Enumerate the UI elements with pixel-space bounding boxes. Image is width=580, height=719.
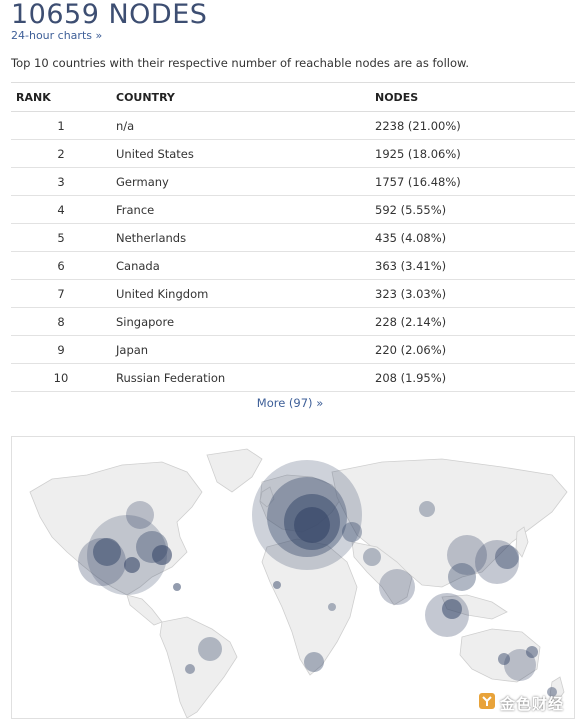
- country-cell: Japan: [116, 335, 375, 364]
- node-bubble: [87, 515, 167, 595]
- more-link[interactable]: More (97) »: [256, 396, 324, 410]
- node-bubble: [495, 545, 519, 569]
- node-bubble: [342, 522, 362, 542]
- node-bubble: [126, 501, 154, 529]
- country-cell: n/a: [116, 111, 375, 140]
- node-bubble: [93, 538, 121, 566]
- node-bubble: [198, 637, 222, 661]
- nodes-cell: 592 (5.55%): [375, 195, 575, 224]
- node-bubble: [526, 646, 538, 658]
- nodes-table: RANK COUNTRY NODES 1 n/a 2238 (21.00%) 2…: [11, 82, 575, 392]
- country-cell: Netherlands: [116, 223, 375, 252]
- country-cell: Singapore: [116, 307, 375, 336]
- node-bubble: [547, 687, 557, 697]
- rank-cell: 7: [57, 286, 65, 301]
- node-bubble: [448, 563, 476, 591]
- watermark: 金色财经: [478, 692, 568, 714]
- country-cell: United Kingdom: [116, 279, 375, 308]
- node-bubble: [294, 507, 330, 543]
- rank-cell: 1: [57, 118, 65, 133]
- rank-cell: 3: [57, 174, 65, 189]
- table-row: 3 Germany 1757 (16.48%): [11, 167, 575, 196]
- rank-cell: 6: [57, 258, 65, 273]
- rank-cell: 10: [53, 370, 69, 385]
- node-bubble: [328, 603, 336, 611]
- node-bubble: [475, 540, 519, 584]
- country-cell: France: [116, 195, 375, 224]
- table-row: 6 Canada 363 (3.41%): [11, 251, 575, 280]
- node-bubble: [273, 581, 281, 589]
- world-node-map: 金色财经: [11, 436, 575, 719]
- world-map-svg: [29, 448, 568, 718]
- nodes-cell: 363 (3.41%): [375, 251, 575, 280]
- rank-cell: 8: [57, 314, 65, 329]
- table-row: 4 France 592 (5.55%): [11, 195, 575, 224]
- nodes-header: NODES: [375, 82, 575, 112]
- nodes-cell: 435 (4.08%): [375, 223, 575, 252]
- nodes-cell: 1925 (18.06%): [375, 139, 575, 168]
- nodes-cell: 1757 (16.48%): [375, 167, 575, 196]
- rank-header: RANK: [11, 82, 116, 112]
- nodes-cell: 220 (2.06%): [375, 335, 575, 364]
- table-row: 5 Netherlands 435 (4.08%): [11, 223, 575, 252]
- nodes-cell: 323 (3.03%): [375, 279, 575, 308]
- node-bubble: [185, 664, 195, 674]
- country-cell: United States: [116, 139, 375, 168]
- node-bubble: [124, 557, 140, 573]
- nodes-cell: 228 (2.14%): [375, 307, 575, 336]
- jinse-logo-icon: [479, 693, 495, 709]
- page-title: 10659 NODES: [11, 0, 208, 30]
- charts-link[interactable]: 24-hour charts »: [11, 29, 103, 42]
- node-bubble: [173, 583, 181, 591]
- node-bubble: [498, 653, 510, 665]
- table-row: 9 Japan 220 (2.06%): [11, 335, 575, 364]
- node-bubble: [419, 501, 435, 517]
- node-bubble: [363, 548, 381, 566]
- node-bubbles: [78, 460, 557, 697]
- node-bubble: [504, 649, 536, 681]
- rank-cell: 5: [57, 230, 65, 245]
- table-row: 2 United States 1925 (18.06%): [11, 139, 575, 168]
- table-header-row: RANK COUNTRY NODES: [11, 82, 575, 112]
- country-cell: Canada: [116, 251, 375, 280]
- country-header: COUNTRY: [116, 82, 375, 112]
- intro-text: Top 10 countries with their respective n…: [11, 56, 469, 70]
- rank-cell: 9: [57, 342, 65, 357]
- node-bubble: [304, 652, 324, 672]
- node-bubble: [442, 599, 462, 619]
- table-row: 1 n/a 2238 (21.00%): [11, 111, 575, 140]
- table-row: 8 Singapore 228 (2.14%): [11, 307, 575, 336]
- nodes-cell: 208 (1.95%): [375, 363, 575, 392]
- node-bubble: [379, 569, 415, 605]
- country-cell: Germany: [116, 167, 375, 196]
- watermark-text: 金色财经: [500, 695, 565, 713]
- node-bubble: [447, 535, 487, 575]
- node-bubble: [152, 545, 172, 565]
- table-row: 10 Russian Federation 208 (1.95%): [11, 363, 575, 392]
- nodes-cell: 2238 (21.00%): [375, 111, 575, 140]
- country-cell: Russian Federation: [116, 363, 375, 392]
- rank-cell: 4: [57, 202, 65, 217]
- rank-cell: 2: [57, 146, 65, 161]
- table-row: 7 United Kingdom 323 (3.03%): [11, 279, 575, 308]
